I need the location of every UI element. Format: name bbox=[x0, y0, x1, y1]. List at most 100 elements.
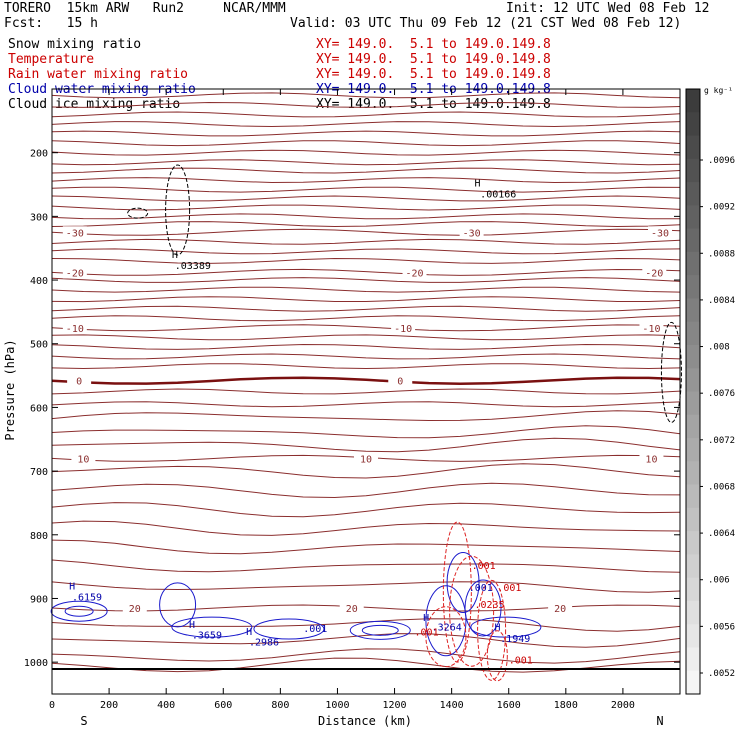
temperature-contour-label: -10 bbox=[66, 324, 84, 335]
contour-annotation: H bbox=[474, 178, 480, 189]
temperature-contour bbox=[51, 315, 681, 322]
colorbar-label: .0084 bbox=[708, 296, 735, 306]
contour-label-bg bbox=[639, 452, 664, 465]
temperature-contour bbox=[51, 204, 681, 211]
contour-label-bg bbox=[642, 266, 667, 279]
x-tick-label: 1200 bbox=[382, 700, 406, 711]
colorbar-swatch bbox=[686, 531, 700, 555]
temperature-contour bbox=[51, 149, 681, 156]
colorbar-label: .0072 bbox=[708, 436, 735, 446]
valid-time: Valid: 03 UTC Thu 09 Feb 12 (21 CST Wed … bbox=[290, 16, 682, 31]
temperature-contour-label: -10 bbox=[642, 324, 660, 335]
temperature-contour bbox=[51, 539, 681, 555]
colorbar-swatch bbox=[686, 670, 700, 695]
temperature-contour bbox=[51, 277, 681, 283]
colorbar-swatch bbox=[686, 461, 700, 486]
y-tick-label: 200 bbox=[30, 149, 48, 160]
temperature-contour-label: -20 bbox=[405, 268, 423, 279]
contour-label-bg bbox=[648, 226, 673, 239]
contour-label-bg bbox=[67, 374, 92, 387]
rain-water-contour bbox=[442, 521, 472, 663]
colorbar-label: .0064 bbox=[708, 529, 735, 539]
colorbar-label: .0096 bbox=[708, 156, 735, 166]
legend-temperature-label: Temperature bbox=[8, 52, 95, 67]
legend-cloud-ice-xy: XY= 149.0. 5.1 to 149.0.149.8 bbox=[316, 97, 551, 112]
cloud-water-contour bbox=[446, 552, 480, 614]
temperature-contour bbox=[51, 195, 681, 202]
contour-annotation: .1949 bbox=[500, 634, 530, 645]
temperature-contour bbox=[51, 167, 681, 174]
cloud-ice-contour bbox=[165, 164, 191, 256]
contour-annotation: .2986 bbox=[249, 638, 279, 649]
colorbar-label: .0092 bbox=[708, 203, 735, 213]
contour-annotation: .3264 bbox=[432, 622, 462, 633]
x-tick-label: 1600 bbox=[497, 700, 521, 711]
contour-annotation: .6159 bbox=[72, 592, 102, 603]
colorbar-swatch bbox=[686, 577, 700, 602]
temperature-contour bbox=[51, 363, 681, 370]
cloud-water-contour bbox=[50, 600, 108, 622]
contour-annotation: .001 bbox=[469, 583, 493, 594]
colorbar-swatch bbox=[686, 484, 700, 509]
x-tick-label: 1000 bbox=[325, 700, 349, 711]
y-tick-label: 500 bbox=[30, 340, 48, 351]
contour-annotation: .3659 bbox=[192, 631, 222, 642]
colorbar-label: .0068 bbox=[708, 482, 735, 492]
temperature-contour-label: -20 bbox=[66, 268, 84, 279]
temperature-contour-labeled bbox=[51, 324, 681, 332]
temperature-contour bbox=[51, 388, 681, 395]
contour-label-bg bbox=[639, 321, 664, 334]
x-end-label-north: N bbox=[656, 714, 663, 728]
colorbar-swatch bbox=[686, 321, 700, 346]
contour-annotation: .001 bbox=[472, 561, 496, 572]
contour-label-bg bbox=[62, 226, 87, 239]
x-tick-label: 1800 bbox=[554, 700, 578, 711]
temperature-contour bbox=[51, 101, 681, 108]
legend-snow-label: Snow mixing ratio bbox=[8, 37, 142, 52]
temperature-contour bbox=[51, 130, 681, 137]
colorbar-label: .0088 bbox=[708, 249, 735, 259]
temperature-contour-label: 0 bbox=[76, 377, 82, 388]
x-end-label-south: S bbox=[80, 714, 87, 728]
temperature-contour-labeled bbox=[51, 228, 681, 236]
temperature-contour bbox=[51, 618, 681, 632]
colorbar-swatch bbox=[686, 438, 700, 462]
cloud-water-contour bbox=[425, 585, 467, 657]
colorbar-frame bbox=[685, 88, 701, 695]
colorbar-swatch bbox=[686, 600, 700, 625]
contour-label-bg bbox=[339, 602, 364, 615]
rain-water-contour bbox=[449, 555, 495, 667]
cloud-water-contour bbox=[464, 579, 502, 637]
temperature-contour-labeled bbox=[51, 604, 681, 612]
temperature-contour-label: -10 bbox=[394, 324, 412, 335]
temperature-contour-label: -30 bbox=[463, 228, 481, 239]
colorbar-label: .006 bbox=[708, 576, 730, 586]
temperature-contour bbox=[51, 305, 681, 312]
x-tick-label: 400 bbox=[157, 700, 175, 711]
colorbar-swatch bbox=[686, 112, 700, 137]
contour-label-bg bbox=[62, 266, 87, 279]
colorbar-swatch bbox=[686, 182, 700, 206]
contour-annotation: .001 bbox=[303, 624, 327, 635]
colorbar-swatch bbox=[686, 507, 700, 532]
init-time: Init: 12 UTC Wed 08 Feb 12 bbox=[506, 1, 710, 16]
contour-label-bg bbox=[548, 602, 573, 615]
x-tick-label: 0 bbox=[49, 700, 55, 711]
contour-label-bg bbox=[402, 266, 427, 279]
cloud-water-contour bbox=[159, 582, 197, 628]
colorbar-swatch bbox=[686, 89, 700, 113]
temperature-contour bbox=[51, 410, 681, 422]
temperature-contour-labeled bbox=[51, 376, 681, 385]
colorbar-unit: g kg⁻¹ bbox=[704, 86, 733, 95]
cloud-ice-contour bbox=[127, 207, 149, 219]
temperature-contour bbox=[51, 648, 681, 664]
contour-label-bg bbox=[122, 602, 147, 615]
contour-label-bg bbox=[71, 452, 96, 465]
y-tick-label: 600 bbox=[30, 403, 48, 414]
temperature-contour bbox=[51, 140, 681, 147]
colorbar-swatch bbox=[686, 624, 700, 648]
temperature-contour bbox=[51, 213, 681, 220]
temperature-contour-label: 10 bbox=[77, 454, 89, 465]
temperature-contour bbox=[51, 221, 681, 228]
temperature-contour bbox=[51, 520, 681, 536]
